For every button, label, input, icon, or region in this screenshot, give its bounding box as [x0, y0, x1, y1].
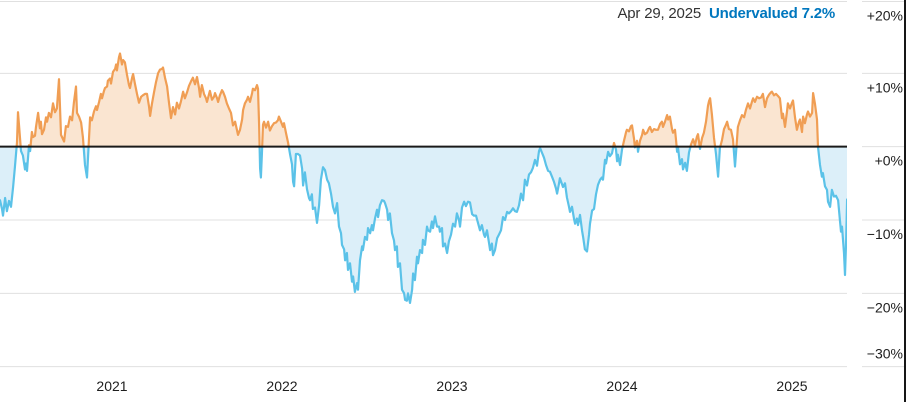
overvalued-area-fill	[16, 53, 818, 147]
gridline-row: −30%	[0, 346, 906, 368]
y-axis-tick-label: −20%	[867, 299, 903, 315]
chart-header: Apr 29, 2025 Undervalued 7.2%	[617, 5, 835, 23]
x-axis-tick-label: 2021	[96, 378, 127, 394]
gridline-row: +10%	[0, 72, 906, 95]
undervalued-area-fill	[0, 146, 847, 303]
right-edge-border	[904, 0, 906, 402]
y-axis-tick-label: +10%	[867, 79, 903, 95]
x-axis-tick-label: 2025	[776, 378, 807, 394]
overvalued-region	[15, 52, 820, 147]
x-axis-tick-label: 2023	[436, 378, 467, 394]
x-axis-tick-label: 2024	[606, 378, 637, 394]
gridline-row: +20%	[0, 1, 906, 24]
undervalued-line	[0, 146, 847, 304]
undervalued-region	[0, 146, 847, 304]
y-axis-tick-label: −10%	[867, 226, 903, 242]
gridline-row: −20%	[0, 292, 906, 315]
x-axis-tick-label: 2022	[266, 378, 297, 394]
valuation-status-label: Undervalued 7.2%	[708, 5, 835, 22]
y-axis-tick-label: −30%	[867, 346, 903, 362]
overvalued-line	[15, 52, 820, 147]
y-axis-tick-label: +0%	[875, 153, 903, 169]
as-of-date-label: Apr 29, 2025	[617, 5, 701, 22]
y-axis-tick-label: +20%	[867, 8, 903, 24]
